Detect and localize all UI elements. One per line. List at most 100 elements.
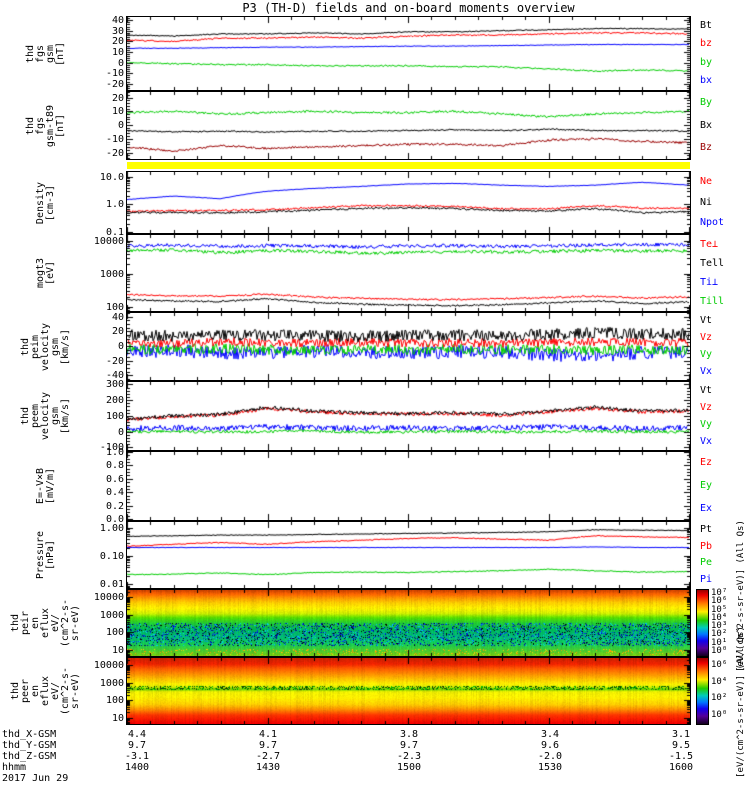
footer-value: 9.7 <box>258 740 278 751</box>
legend-label-vt: Vt <box>700 384 713 396</box>
legend-label-ne: Ne <box>700 176 713 188</box>
y-tick-label: -20 <box>105 355 124 367</box>
y-axis-label-peim-velocity: thd peim velocity gsm [km/s] <box>20 322 71 371</box>
colorbar-tick-label: 10⁰ <box>711 646 728 656</box>
y-tick-label: 0.10 <box>99 551 124 562</box>
legend-label-pt: Pt <box>700 524 713 536</box>
y-tick-label: 0.2 <box>105 500 124 512</box>
legend-label-bt: Bt <box>700 20 713 32</box>
panel-peer-eflux-plot <box>127 658 690 724</box>
legend-label-ex: Ex <box>700 502 713 514</box>
y-axis-label-mogt3: mogt3 [eV] <box>35 257 56 289</box>
y-tick-label: 20 <box>111 326 124 338</box>
footer-value: -3.1 <box>124 751 150 762</box>
legend-label-npot: Npot <box>700 216 725 228</box>
footer-value: -2.0 <box>537 751 563 762</box>
legend-label-tell: Tell <box>700 257 725 269</box>
y-tick-label: 0 <box>117 57 124 69</box>
y-axis-label-fgs-gsm: thd fgs gsm [nT] <box>25 41 66 66</box>
footer-value: 9.5 <box>671 740 691 751</box>
legend-label-pb: Pb <box>700 540 713 552</box>
y-tick-label: 0.1 <box>105 227 124 238</box>
y-tick-label: 100 <box>105 301 124 313</box>
y-tick-label: 1000 <box>99 609 124 621</box>
y-tick-label: 40 <box>111 15 124 27</box>
panel-peim-velocity <box>126 312 691 381</box>
panel-mogt3 <box>126 234 691 312</box>
footer-value: 9.6 <box>540 740 560 751</box>
colorbar-lower <box>696 657 709 725</box>
legend-label-bz: bz <box>700 38 713 50</box>
colorbar-tick-label: 10⁶ <box>711 660 728 671</box>
y-tick-label: 20 <box>111 92 124 104</box>
y-tick-label: 100 <box>105 410 124 422</box>
footer-row-label-thdxgsm: thd_X-GSM <box>2 729 57 740</box>
y-tick-label: 40 <box>111 311 124 323</box>
colorbar-tick-label: 10⁴ <box>711 612 728 623</box>
legend-label-till: Till <box>700 295 725 307</box>
y-axis-label-pressure: Pressure [nPa] <box>35 530 56 580</box>
footer-row-label-thdygsm: thd_Y-GSM <box>2 740 57 751</box>
y-tick-label: 0.0 <box>105 514 124 525</box>
y-axis-label-peir-eflux: thd peir en eflux eV/ (cm^2-s- sr-eV) <box>10 598 81 648</box>
panel-fgs-gsm-plot <box>127 17 690 90</box>
roi-flag-bar <box>127 162 690 169</box>
panel-peem-velocity-plot <box>127 382 690 450</box>
footer-value: 9.7 <box>127 740 147 751</box>
y-tick-label: 10 <box>111 644 124 656</box>
legend-label-vy: Vy <box>700 348 713 360</box>
y-tick-label: 0.01 <box>99 579 124 591</box>
panel-fgs-gsm-t89-plot <box>127 92 690 159</box>
legend-label-vx: Vx <box>700 435 713 447</box>
legend-label-bz: Bz <box>700 141 713 153</box>
y-tick-label: 10 <box>111 712 124 724</box>
footer-value: 3.4 <box>540 729 560 740</box>
panel-mogt3-plot <box>127 235 690 311</box>
y-tick-label: 10 <box>111 46 124 58</box>
footer-value: -2.3 <box>396 751 422 762</box>
colorbar-tick-label: 10⁰ <box>711 709 728 720</box>
x-tick-label: 1600 <box>668 762 694 773</box>
x-tick-label: 1530 <box>537 762 563 773</box>
y-tick-label: 300 <box>105 379 124 391</box>
legend-label-vt: Vt <box>700 315 713 327</box>
colorbar-tick-label: 10¹ <box>711 637 728 648</box>
panel-fgs-gsm <box>126 16 691 91</box>
colorbar-tick-label: 10⁷ <box>711 588 728 598</box>
y-tick-label: 1000 <box>99 268 124 280</box>
panel-pressure-plot <box>127 522 690 588</box>
panel-fgs-gsm-t89 <box>126 91 691 160</box>
footer-value: 4.4 <box>127 729 147 740</box>
panel-efield <box>126 451 691 521</box>
legend-label-ni: Ni <box>700 196 713 208</box>
legend-label-ti: Ti⊥ <box>700 276 719 288</box>
footer-value: -2.7 <box>255 751 281 762</box>
y-tick-label: 1.0 <box>105 447 124 458</box>
panel-peim-velocity-plot <box>127 313 690 380</box>
legend-label-vz: Vz <box>700 332 713 344</box>
y-tick-label: 1.00 <box>99 522 124 534</box>
y-tick-label: 0 <box>117 426 124 438</box>
footer-row-label-hhmm: hhmm <box>2 762 27 773</box>
footer-value: 3.1 <box>671 729 691 740</box>
y-tick-label: 20 <box>111 36 124 48</box>
y-tick-label: 100 <box>105 695 124 707</box>
legend-label-vz: Vz <box>700 401 713 413</box>
y-tick-label: 200 <box>105 395 124 407</box>
y-axis-label-density: Density [cm-3] <box>35 181 56 224</box>
x-tick-label: 1500 <box>396 762 422 773</box>
legend-label-vx: Vx <box>700 365 713 377</box>
y-tick-label: -100 <box>99 442 124 454</box>
y-tick-label: 0.8 <box>105 460 124 472</box>
y-axis-label-efield: E=-V×B [mV/m] <box>35 467 56 505</box>
y-axis-label-peem-velocity: thd peem velocity gsm [km/s] <box>20 391 71 441</box>
legend-label-by: by <box>700 56 713 68</box>
panel-density <box>126 171 691 234</box>
y-tick-label: 10000 <box>93 659 124 671</box>
date-label: 2017 Jun 29 <box>2 773 69 784</box>
footer-value: 3.8 <box>399 729 419 740</box>
colorbar-unit-label: [eV/(cm^2-s-sr-eV)] (All Qs) <box>736 626 746 778</box>
y-tick-label: -40 <box>105 370 124 382</box>
y-tick-label: 10.0 <box>99 171 124 183</box>
legend-label-ez: Ez <box>700 457 713 469</box>
